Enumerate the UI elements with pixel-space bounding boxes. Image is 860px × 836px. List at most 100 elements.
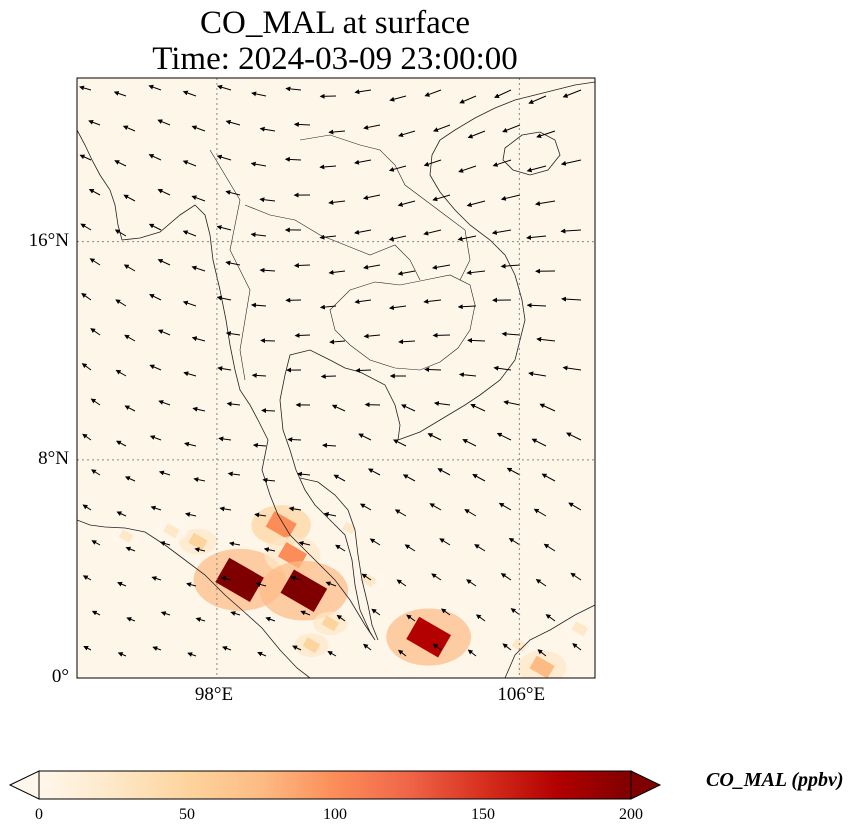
wind-arrow	[537, 649, 547, 657]
wind-arrow	[285, 86, 302, 92]
wind-arrow	[115, 369, 127, 377]
plot-area	[76, 77, 596, 679]
concentration-hotspot	[163, 523, 180, 539]
wind-arrow	[259, 126, 276, 132]
wind-arrow	[260, 338, 276, 344]
coastline-malay-east	[299, 477, 379, 641]
wind-arrow	[470, 404, 486, 412]
wind-arrow	[457, 235, 477, 242]
wind-arrow	[88, 119, 101, 126]
wind-arrow	[570, 572, 582, 581]
wind-arrow	[182, 160, 197, 167]
wind-arrow	[187, 652, 197, 657]
wind-arrow	[459, 95, 477, 104]
wind-arrow	[182, 230, 197, 237]
wind-arrow	[90, 398, 101, 406]
colorbar-tick-label: 100	[323, 806, 347, 823]
wind-arrow	[259, 197, 276, 203]
wind-arrow	[182, 90, 197, 97]
wind-arrow	[114, 229, 127, 237]
wind-arrow	[429, 503, 442, 511]
colorbar-extend-max	[630, 770, 662, 800]
wind-arrow	[216, 295, 232, 301]
map-title: CO_MAL at surface	[199, 5, 471, 41]
wind-arrow	[396, 579, 407, 587]
wind-arrow	[467, 337, 486, 343]
wind-arrow	[572, 643, 582, 651]
wind-arrow	[433, 401, 451, 407]
colorbar-tick-label: 0	[35, 806, 43, 823]
colorbar-tick-label: 50	[179, 806, 195, 823]
wind-arrow	[501, 331, 521, 337]
border-myanmar-laos	[244, 204, 421, 281]
wind-arrow	[89, 258, 101, 266]
colorbar-tick-label: 200	[619, 806, 643, 823]
wind-arrow	[328, 129, 346, 135]
wind-arrow	[81, 293, 92, 301]
wind-arrow	[431, 573, 442, 581]
border-thailand-cambodia	[329, 274, 476, 371]
wind-arrow	[535, 578, 547, 587]
wind-arrow	[437, 468, 451, 476]
concentration-hotspot	[302, 637, 321, 654]
wind-arrow	[325, 581, 337, 587]
concentration-hotspot	[188, 532, 208, 551]
wind-vectors	[79, 84, 582, 657]
wind-arrow	[123, 264, 136, 272]
wind-arrow	[502, 643, 512, 651]
wind-arrow	[91, 540, 101, 546]
wind-arrow	[250, 232, 267, 238]
longitude-tick-label: 106°E	[497, 684, 546, 705]
coastline-borneo	[504, 604, 595, 678]
wind-arrow	[287, 437, 302, 443]
wind-arrow	[500, 194, 521, 201]
wind-arrow	[389, 95, 407, 102]
wind-arrow	[117, 581, 127, 587]
wind-arrow	[90, 469, 101, 476]
wind-arrow	[388, 305, 407, 311]
wind-arrow	[262, 477, 276, 483]
wind-arrow	[498, 502, 512, 511]
wind-arrow	[336, 614, 346, 622]
border-laos-vietnam	[299, 134, 471, 281]
wind-arrow	[250, 302, 267, 308]
wind-arrow	[230, 611, 241, 616]
wind-arrow	[335, 544, 346, 552]
wind-arrow	[496, 432, 512, 441]
wind-arrow	[183, 371, 197, 377]
wind-arrow	[327, 651, 337, 657]
wind-arrow	[122, 125, 136, 132]
wind-arrow	[252, 442, 267, 448]
wind-arrow	[91, 610, 101, 616]
wind-arrow	[83, 645, 92, 651]
wind-arrow	[160, 611, 171, 616]
wind-arrow	[290, 575, 302, 581]
wind-arrow	[432, 124, 451, 132]
wind-arrow	[397, 200, 416, 207]
wind-arrow	[526, 165, 547, 173]
wind-arrow	[191, 336, 206, 342]
wind-arrow	[191, 125, 206, 132]
wind-arrow	[536, 336, 556, 342]
wind-arrow	[125, 546, 136, 552]
colorbar-tick-label: 150	[471, 806, 495, 823]
wind-arrow	[80, 223, 92, 231]
wind-arrow	[124, 405, 136, 412]
wind-arrow	[528, 95, 547, 104]
concentration-hotspot	[342, 521, 357, 535]
wind-arrow	[531, 438, 547, 447]
wind-arrow	[474, 544, 486, 552]
coastline-hainan	[502, 131, 561, 176]
concentration-hotspot	[118, 529, 134, 543]
wind-arrow	[90, 328, 101, 336]
wind-arrow	[216, 154, 232, 161]
wind-arrow	[545, 614, 556, 622]
wind-arrow	[432, 643, 442, 651]
wind-arrow	[363, 643, 372, 651]
concentration-hotspot	[215, 557, 264, 602]
wind-arrow	[562, 89, 582, 98]
wind-arrow	[183, 441, 197, 447]
wind-arrow	[148, 223, 162, 231]
wind-arrow	[401, 404, 416, 412]
